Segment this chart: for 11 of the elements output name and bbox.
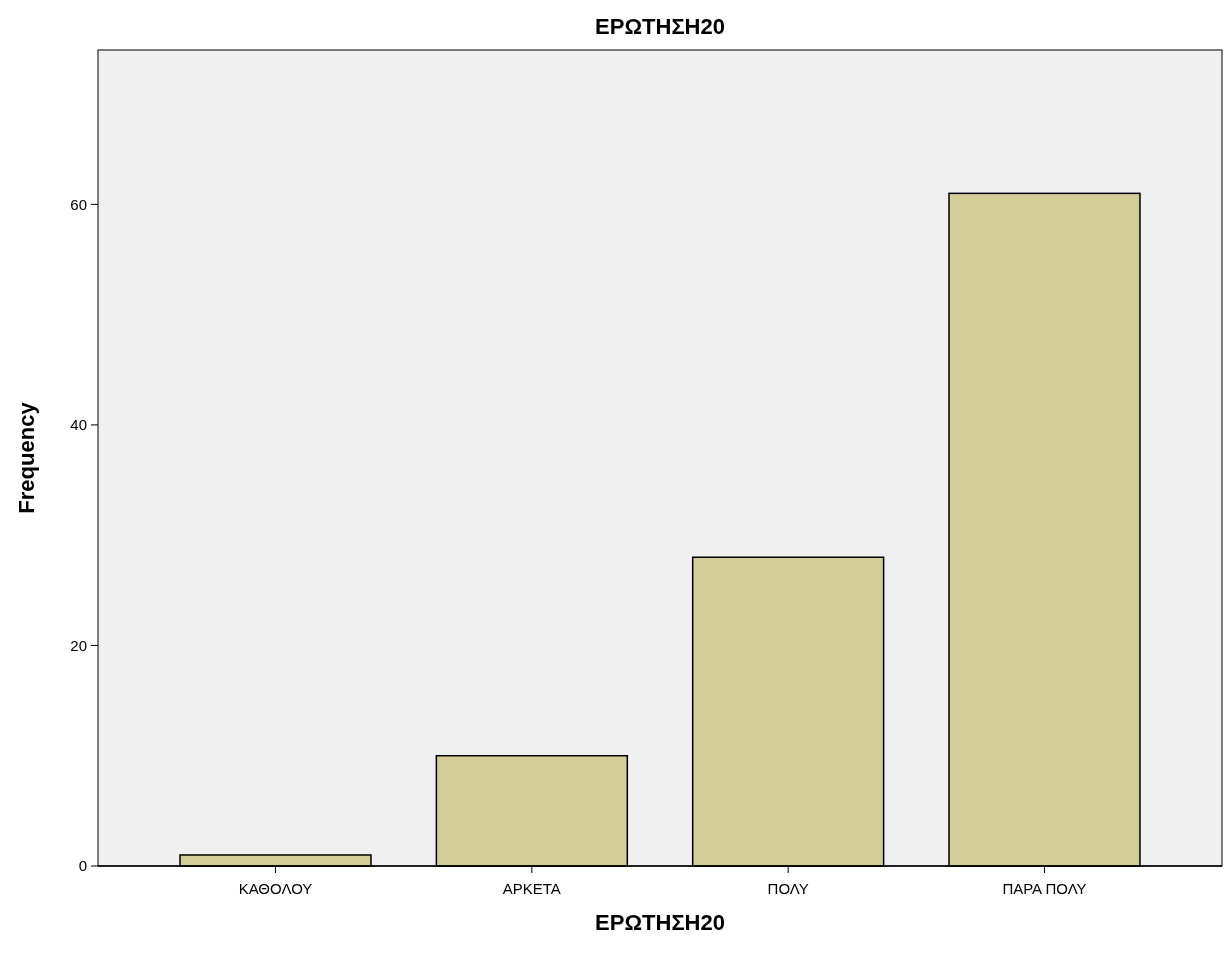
x-axis-title: ΕΡΩΤΗΣΗ20 xyxy=(595,910,725,935)
y-tick-label: 40 xyxy=(70,416,87,434)
chart-title: ΕΡΩΤΗΣΗ20 xyxy=(595,14,725,39)
x-tick-label: ΑΡΚΕΤΑ xyxy=(502,880,561,897)
y-axis-title: Frequency xyxy=(14,401,39,514)
x-tick-label: ΠΟΛΥ xyxy=(767,880,809,897)
x-tick-label: ΚΑΘΟΛΟΥ xyxy=(238,880,313,897)
y-tick-label: 60 xyxy=(70,195,87,213)
y-tick-label: 0 xyxy=(78,857,87,875)
x-tick-label: ΠΑΡΑ ΠΟΛΥ xyxy=(1002,880,1087,897)
y-tick-label: 20 xyxy=(70,636,87,654)
